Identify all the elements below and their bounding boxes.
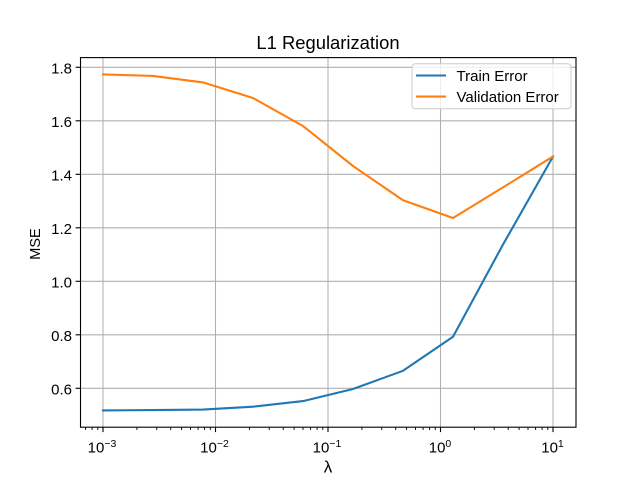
svg-text:0.6: 0.6 — [51, 381, 72, 398]
svg-text:1.8: 1.8 — [51, 60, 72, 77]
svg-text:MSE: MSE — [28, 228, 44, 260]
svg-text:1.4: 1.4 — [51, 167, 72, 184]
svg-text:Validation Error: Validation Error — [457, 89, 559, 106]
svg-text:0.8: 0.8 — [51, 328, 72, 345]
svg-text:1.0: 1.0 — [51, 274, 72, 291]
svg-text:L1 Regularization: L1 Regularization — [256, 32, 399, 53]
svg-text:Train Error: Train Error — [457, 68, 528, 85]
svg-text:λ: λ — [324, 458, 333, 477]
svg-text:1.2: 1.2 — [51, 221, 72, 238]
svg-text:1.6: 1.6 — [51, 114, 72, 131]
